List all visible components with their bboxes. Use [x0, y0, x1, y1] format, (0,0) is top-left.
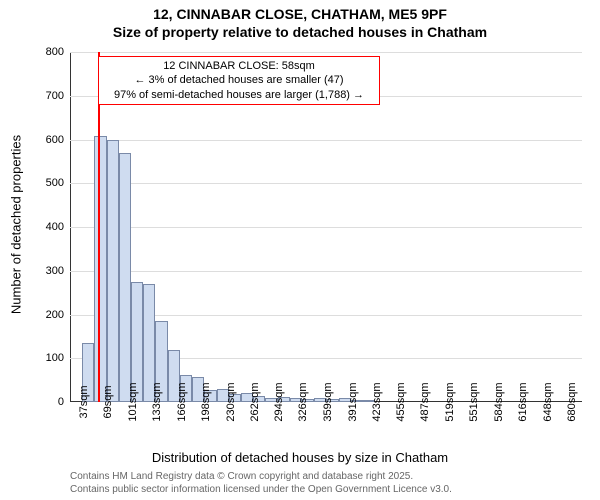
footer-line-2: Contains public sector information licen…: [70, 483, 600, 496]
annotation-line-3: 97% of semi-detached houses are larger (…: [103, 88, 375, 102]
annotation-box: 12 CINNABAR CLOSE: 58sqm ← 3% of detache…: [98, 56, 380, 105]
x-axis-title: Distribution of detached houses by size …: [0, 450, 600, 465]
x-tick-label: 133sqm: [147, 382, 163, 421]
y-tick-label: 100: [46, 352, 70, 364]
histogram-bar: [119, 153, 131, 402]
x-tick-label: 326sqm: [293, 382, 309, 421]
x-tick-label: 391sqm: [343, 382, 359, 421]
x-tick-label: 648sqm: [538, 382, 554, 421]
histogram-bar: [107, 140, 119, 403]
y-tick-label: 800: [46, 46, 70, 58]
title-line-2: Size of property relative to detached ho…: [0, 24, 600, 42]
x-tick-label: 101sqm: [123, 382, 139, 421]
x-tick-label: 455sqm: [391, 382, 407, 421]
x-tick-label: 69sqm: [98, 385, 114, 418]
y-tick-label: 200: [46, 309, 70, 321]
x-tick-label: 551sqm: [464, 382, 480, 421]
x-tick-label: 519sqm: [440, 382, 456, 421]
chart-title: 12, CINNABAR CLOSE, CHATHAM, ME5 9PF Siz…: [0, 6, 600, 41]
footer-attribution: Contains HM Land Registry data © Crown c…: [0, 470, 600, 496]
y-axis-title: Number of detached properties: [9, 50, 24, 400]
histogram-bar: [94, 136, 106, 402]
gridline: [70, 271, 582, 272]
gridline: [70, 52, 582, 53]
y-tick-label: 500: [46, 177, 70, 189]
x-tick-label: 294sqm: [269, 382, 285, 421]
x-tick-label: 423sqm: [367, 382, 383, 421]
x-tick-label: 166sqm: [172, 382, 188, 421]
annotation-line-2: ← 3% of detached houses are smaller (47): [103, 73, 375, 87]
y-tick-label: 300: [46, 265, 70, 277]
x-tick-label: 680sqm: [562, 382, 578, 421]
x-tick-label: 37sqm: [74, 385, 90, 418]
gridline: [70, 227, 582, 228]
x-tick-label: 487sqm: [415, 382, 431, 421]
x-tick-label: 198sqm: [196, 382, 212, 421]
x-tick-label: 230sqm: [221, 382, 237, 421]
x-tick-label: 584sqm: [489, 382, 505, 421]
y-tick-label: 600: [46, 134, 70, 146]
property-size-chart: 12, CINNABAR CLOSE, CHATHAM, ME5 9PF Siz…: [0, 0, 600, 500]
x-tick-label: 359sqm: [318, 382, 334, 421]
footer-line-1: Contains HM Land Registry data © Crown c…: [70, 470, 600, 483]
y-tick-label: 0: [58, 396, 70, 408]
annotation-line-1: 12 CINNABAR CLOSE: 58sqm: [103, 59, 375, 73]
x-tick-label: 262sqm: [245, 382, 261, 421]
title-line-1: 12, CINNABAR CLOSE, CHATHAM, ME5 9PF: [0, 6, 600, 24]
gridline: [70, 183, 582, 184]
gridline: [70, 140, 582, 141]
x-tick-label: 616sqm: [513, 382, 529, 421]
y-tick-label: 400: [46, 221, 70, 233]
y-tick-label: 700: [46, 90, 70, 102]
